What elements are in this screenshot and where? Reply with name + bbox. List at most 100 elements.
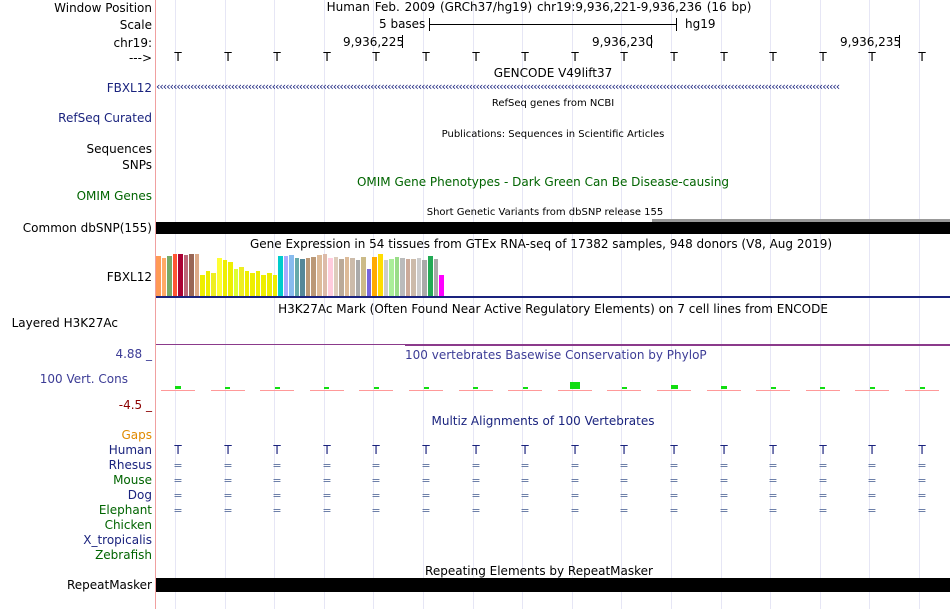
species-label-chicken[interactable]: Chicken <box>104 518 152 532</box>
phylop-baseline-segment <box>855 390 889 391</box>
gtex-tissue-bar[interactable] <box>350 258 355 296</box>
species-label-dog[interactable]: Dog <box>127 488 152 502</box>
gtex-tissue-bar[interactable] <box>361 257 366 296</box>
dbsnp-variant-bar[interactable] <box>156 222 950 234</box>
gtex-tissue-bar[interactable] <box>256 271 260 296</box>
gtex-tissue-bar[interactable] <box>434 259 438 296</box>
omim-track-label[interactable]: OMIM Genes <box>76 189 152 203</box>
gtex-tissue-bar[interactable] <box>195 254 199 296</box>
gtex-tissue-bar[interactable] <box>267 273 272 296</box>
gtex-tissue-bar[interactable] <box>245 271 249 296</box>
gtex-tissue-bar[interactable] <box>261 275 266 296</box>
publications-snps-label[interactable]: SNPs <box>122 158 152 172</box>
gencode-track-label[interactable]: FBXL12 <box>106 81 152 95</box>
phylop-score-bar[interactable] <box>671 385 678 389</box>
multiz-human-base: T <box>670 443 678 457</box>
base-letter: T <box>273 50 281 64</box>
gtex-tissue-bar[interactable] <box>395 257 399 296</box>
gtex-tissue-bar[interactable] <box>323 254 327 296</box>
species-label-elephant[interactable]: Elephant <box>98 503 152 517</box>
gtex-tissue-bar[interactable] <box>378 254 383 296</box>
phylop-score-bar[interactable] <box>721 386 727 389</box>
gtex-tissue-bar[interactable] <box>217 258 222 296</box>
gtex-tissue-bar[interactable] <box>339 259 344 296</box>
gtex-tissue-bar[interactable] <box>372 257 377 296</box>
base-gridline <box>175 0 176 609</box>
publications-sequences-label[interactable]: Sequences <box>86 142 152 156</box>
multiz-match-symbol: = <box>818 474 828 487</box>
multiz-match-symbol: = <box>818 504 828 517</box>
multiz-match-symbol: = <box>867 474 877 487</box>
gtex-tissue-bar[interactable] <box>234 269 238 296</box>
conservation-track-label[interactable]: 100 Vert. Cons <box>39 372 128 386</box>
gtex-tissue-bar[interactable] <box>334 257 338 296</box>
gtex-track-label[interactable]: FBXL12 <box>106 270 152 284</box>
phylop-score-bar[interactable] <box>175 386 181 389</box>
phylop-score-bar[interactable] <box>570 382 580 389</box>
repeatmasker-element-bar[interactable] <box>156 578 950 592</box>
gtex-tissue-bar[interactable] <box>239 267 244 296</box>
gtex-tissue-bar[interactable] <box>156 256 161 296</box>
gtex-tissue-bar[interactable] <box>167 256 172 296</box>
species-label-x_tropicalis[interactable]: X_tropicalis <box>83 533 152 547</box>
gtex-tissue-bar[interactable] <box>428 256 433 296</box>
gtex-tissue-bar[interactable] <box>278 256 283 296</box>
gtex-tissue-bar[interactable] <box>178 254 183 296</box>
gtex-tissue-bar[interactable] <box>345 257 349 296</box>
species-label-rhesus[interactable]: Rhesus <box>108 458 152 472</box>
phylop-score-bar[interactable] <box>523 387 528 389</box>
species-label-human[interactable]: Human <box>108 443 152 457</box>
gtex-tissue-bar[interactable] <box>295 258 299 296</box>
gtex-tissue-bar[interactable] <box>328 258 333 296</box>
phylop-score-bar[interactable] <box>424 387 429 389</box>
phylop-score-bar[interactable] <box>622 387 627 389</box>
multiz-match-symbol: = <box>570 489 580 502</box>
species-label-zebrafish[interactable]: Zebrafish <box>95 548 152 562</box>
gtex-tissue-bar[interactable] <box>173 254 177 296</box>
gtex-tissue-bar[interactable] <box>411 259 416 296</box>
phylop-score-bar[interactable] <box>374 387 379 389</box>
gtex-tissue-bar[interactable] <box>284 256 288 296</box>
refseq-track-label[interactable]: RefSeq Curated <box>58 111 152 125</box>
gtex-tissue-bar[interactable] <box>384 260 388 296</box>
gtex-tissue-bar[interactable] <box>356 260 360 296</box>
phylop-score-bar[interactable] <box>473 387 478 389</box>
gtex-tissue-bar[interactable] <box>300 259 305 296</box>
phylop-score-bar[interactable] <box>324 387 329 389</box>
fbxl12-gene-model[interactable]: ‹‹‹‹‹‹‹‹‹‹‹‹‹‹‹‹‹‹‹‹‹‹‹‹‹‹‹‹‹‹‹‹‹‹‹‹‹‹‹‹… <box>156 80 840 93</box>
phylop-score-bar[interactable] <box>870 387 875 389</box>
gtex-tissue-bar[interactable] <box>406 259 410 296</box>
gtex-tissue-bar[interactable] <box>389 259 394 296</box>
phylop-score-bar[interactable] <box>820 387 825 389</box>
dbsnp-track-label[interactable]: Common dbSNP(155) <box>22 221 152 235</box>
gtex-tissue-bar[interactable] <box>189 254 194 296</box>
gtex-tissue-bar[interactable] <box>306 258 310 296</box>
multiz-match-symbol: = <box>322 474 332 487</box>
gtex-tissue-bar[interactable] <box>273 275 277 296</box>
gtex-tissue-bar[interactable] <box>223 260 227 296</box>
phylop-score-bar[interactable] <box>275 387 280 389</box>
gtex-tissue-bar[interactable] <box>400 258 405 296</box>
gtex-tissue-bar[interactable] <box>206 271 210 296</box>
h3k27ac-track-label[interactable]: Layered H3K27Ac <box>11 316 118 330</box>
gtex-tissue-bar[interactable] <box>439 275 444 296</box>
gtex-tissue-bar[interactable] <box>162 258 166 296</box>
gtex-tissue-bar[interactable] <box>200 275 205 296</box>
gtex-tissue-bar[interactable] <box>289 255 294 296</box>
species-label-mouse[interactable]: Mouse <box>113 473 152 487</box>
gtex-tissue-bar[interactable] <box>317 255 322 296</box>
gtex-tissue-bar[interactable] <box>311 257 316 296</box>
track-image-panel[interactable]: Human Feb. 2009 (GRCh37/hg19) chr19:9,93… <box>156 0 950 609</box>
gtex-tissue-bar[interactable] <box>422 260 427 296</box>
phylop-score-bar[interactable] <box>225 387 230 389</box>
gtex-tissue-bar[interactable] <box>417 258 421 296</box>
gtex-tissue-bar[interactable] <box>367 269 371 296</box>
repeatmasker-track-label[interactable]: RepeatMasker <box>66 578 152 592</box>
gtex-tissue-bar[interactable] <box>211 273 216 296</box>
gtex-tissue-bar[interactable] <box>250 273 255 296</box>
gtex-tissue-bar[interactable] <box>228 262 233 296</box>
phylop-score-bar[interactable] <box>920 387 925 389</box>
dbsnp-variant-bar-upper[interactable] <box>652 219 950 222</box>
gtex-tissue-bar[interactable] <box>184 255 188 296</box>
phylop-score-bar[interactable] <box>771 387 776 389</box>
